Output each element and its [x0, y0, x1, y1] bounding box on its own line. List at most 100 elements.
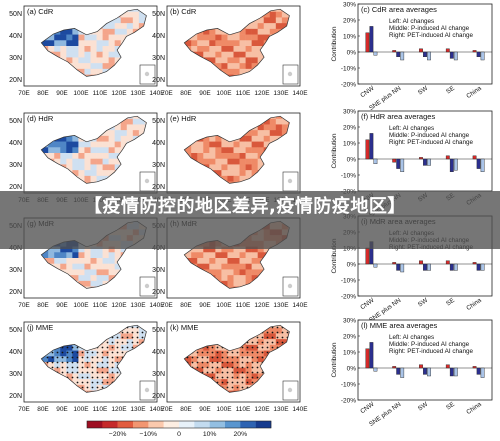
y-axis-label: Contribution	[331, 342, 338, 377]
bar	[472, 366, 477, 369]
bar	[476, 367, 481, 375]
lon-tick-label: 110E	[236, 302, 251, 309]
inset-islands	[144, 387, 150, 393]
colorbar-segment	[133, 421, 149, 428]
lon-tick-label: 90E	[199, 406, 211, 413]
category-label: SE	[445, 401, 456, 412]
lon-tick-label: 120E	[254, 406, 270, 413]
lon-tick-label: 110E	[93, 90, 108, 97]
map-label: (k) MME	[170, 323, 198, 332]
y-tick-label: 10%	[343, 350, 356, 357]
bar	[369, 342, 374, 369]
lon-tick-label: 120E	[254, 302, 270, 309]
y-axis-label: Contribution	[331, 26, 338, 61]
y-tick-label: -10%	[341, 173, 356, 180]
category-label: SW	[417, 297, 429, 309]
lon-tick-label: 100E	[73, 406, 89, 413]
bar	[453, 367, 458, 377]
inset-islands	[287, 178, 293, 184]
bar	[427, 158, 431, 166]
chart-frame	[357, 319, 493, 401]
y-tick-label: 20%	[343, 18, 356, 25]
lon-tick-label: 100E	[216, 90, 232, 97]
y-tick-label: 20%	[343, 334, 356, 341]
colorbar-tick-label: 0	[177, 431, 181, 438]
bar	[373, 51, 378, 56]
category-label: China	[465, 401, 483, 416]
bar	[476, 158, 481, 169]
legend-entry: Middle: P-induced AI change	[389, 25, 470, 32]
colorbar-tick-label: −10%	[140, 431, 158, 438]
lat-tick-label: 50N	[152, 118, 165, 125]
legend-entry: Left: AI changes	[389, 18, 434, 25]
bar	[423, 263, 427, 271]
map-label: (a) CdR	[27, 7, 54, 16]
bar	[365, 247, 370, 265]
lon-tick-label: 70E	[161, 302, 173, 309]
lat-tick-label: 40N	[152, 33, 165, 40]
map-label: (d) HdR	[27, 114, 54, 123]
lat-tick-label: 20N	[9, 289, 22, 296]
bar	[476, 51, 481, 58]
bar-chart: 30% 20% 10% 0% -10% -20% (c) CdR area averages…	[331, 2, 493, 112]
bar	[369, 26, 374, 53]
lon-tick-label: 130E	[130, 302, 146, 309]
y-tick-label: 0%	[347, 262, 357, 269]
lat-tick-label: 30N	[9, 55, 22, 62]
bar	[445, 155, 450, 160]
bar	[453, 51, 458, 61]
y-tick-label: -10%	[341, 382, 356, 389]
colorbar-segment	[117, 421, 134, 428]
bar	[400, 263, 405, 273]
lat-tick-label: 30N	[152, 55, 165, 62]
lon-tick-label: 70E	[161, 406, 173, 413]
bar	[365, 32, 370, 53]
lon-tick-label: 110E	[236, 90, 251, 97]
bar	[427, 51, 431, 61]
inset-islands	[144, 71, 150, 77]
bar	[445, 48, 450, 53]
legend-entry: Middle: P-induced AI change	[389, 341, 470, 348]
lat-tick-label: 20N	[152, 77, 165, 84]
bar	[423, 158, 427, 166]
bar	[472, 50, 477, 53]
lat-tick-label: 50N	[152, 11, 165, 18]
y-tick-label: 0%	[347, 157, 357, 164]
bar-chart: 30% 20% 10% 0% -10% -20% (l) MME area averages…	[331, 318, 493, 428]
map-panel: (a) CdR 50N 40N 30N 20N 70E 80E 90E 100E 110E 120E…	[9, 5, 165, 97]
lon-tick-label: 140E	[292, 90, 308, 97]
lon-tick-label: 80E	[180, 90, 192, 97]
lat-tick-label: 50N	[9, 327, 22, 334]
lon-tick-label: 140E	[149, 406, 165, 413]
overlay-title: 【疫情防控的地区差异,疫情防疫地区】	[84, 196, 406, 217]
colorbar-segment	[225, 421, 241, 428]
bar	[419, 48, 423, 53]
bar	[373, 367, 378, 372]
bar	[449, 263, 454, 271]
map-panel: (b) CdR 50N 40N 30N 20N 70E 80E 90E 100E 110E 120E…	[152, 5, 308, 97]
y-tick-label: 0%	[347, 366, 357, 373]
bar	[480, 367, 485, 378]
map-label: (b) CdR	[170, 7, 197, 16]
colorbar-segment	[194, 421, 210, 428]
bar	[392, 158, 397, 163]
overlay-banner	[0, 191, 500, 249]
bar	[480, 263, 485, 271]
lon-tick-label: 70E	[161, 90, 173, 97]
legend-entry: Right: PET-induced AI change	[389, 348, 474, 355]
lat-tick-label: 50N	[9, 11, 22, 18]
lon-tick-label: 130E	[273, 406, 289, 413]
category-label: CNW	[359, 85, 375, 99]
map-panel: (k) MME 50N 40N 30N 20N 70E 80E 90E 100E 110E 120E…	[152, 321, 308, 413]
china-outline	[183, 115, 290, 184]
lat-tick-label: 30N	[152, 267, 165, 274]
china-outline	[40, 115, 147, 184]
category-label: China	[465, 85, 483, 100]
bar	[480, 158, 485, 173]
map-panel: (j) MME 50N 40N 30N 20N 70E 80E 90E 100E 110E 120E…	[9, 321, 165, 413]
lat-tick-label: 20N	[152, 289, 165, 296]
y-axis-label: Contribution	[331, 133, 338, 168]
lat-tick-label: 30N	[152, 371, 165, 378]
colorbar-segment	[240, 421, 256, 428]
lon-tick-label: 100E	[216, 302, 232, 309]
